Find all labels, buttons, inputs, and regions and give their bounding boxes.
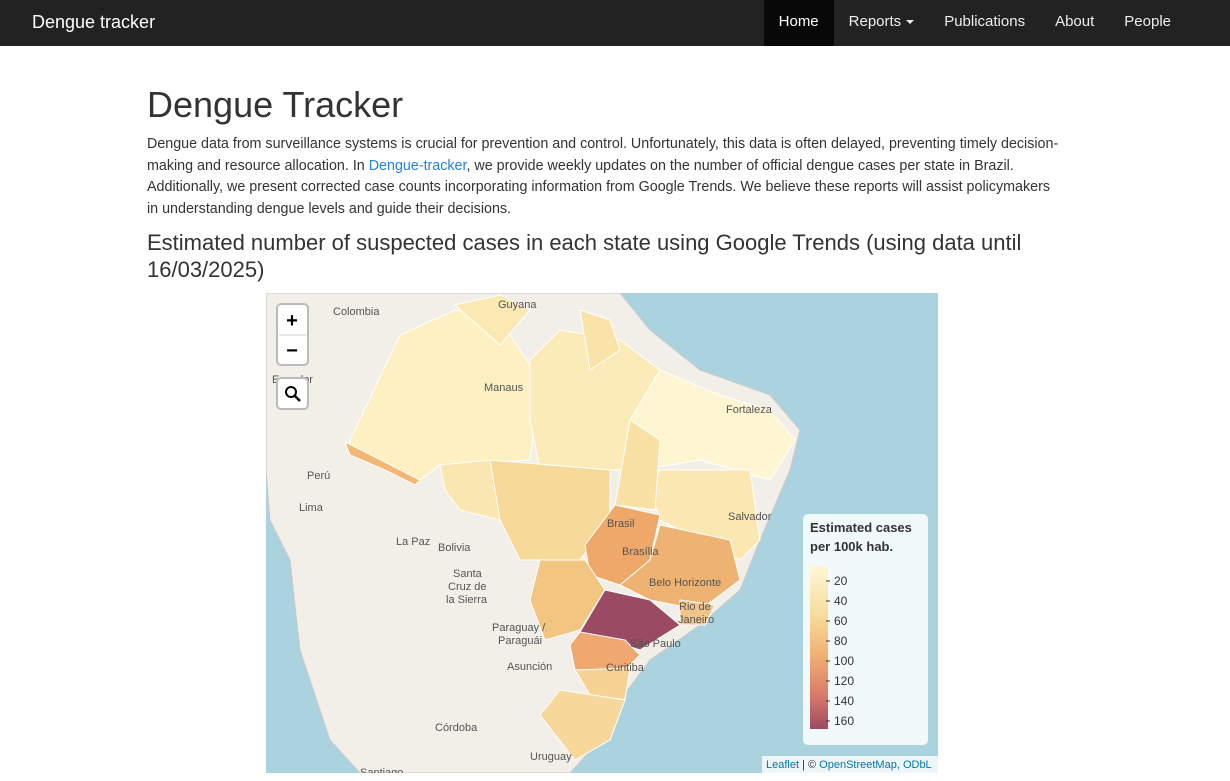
- search-button[interactable]: [276, 377, 309, 410]
- search-icon: [294, 395, 301, 402]
- legend-tick-label: 60: [834, 614, 848, 628]
- attribution-sep: | ©: [799, 759, 819, 771]
- place-labels: ColombiaGuyanaEcuadorManausFortalezaPerú…: [272, 299, 773, 773]
- legend-tick-label: 80: [834, 634, 848, 648]
- leaflet-link[interactable]: Leaflet: [766, 759, 799, 771]
- state: [453, 294, 531, 346]
- state: [619, 524, 741, 611]
- intro-link[interactable]: Dengue-tracker: [368, 157, 467, 174]
- legend-tick-label: 140: [834, 694, 854, 708]
- state: [529, 559, 606, 641]
- place-label: Santa: [453, 568, 483, 580]
- place-label: Asunción: [507, 661, 552, 673]
- nav-reports[interactable]: Reports: [834, 0, 930, 46]
- nav-home[interactable]: Home: [763, 0, 834, 46]
- intro-text: Dengue data from surveillance systems is…: [147, 136, 1059, 174]
- osm-link[interactable]: OpenStreetMap, ODbL: [819, 759, 932, 771]
- place-label: Salvador: [728, 511, 772, 523]
- place-label: Guyana: [498, 299, 537, 311]
- nav-items: Home Reports Publications About People: [763, 0, 1186, 46]
- place-label: Colombia: [333, 306, 380, 318]
- place-label: Janeiro: [678, 614, 714, 626]
- map-subtitle: Estimated number of suspected cases in e…: [147, 230, 1022, 282]
- legend-box: [803, 514, 928, 745]
- state: [679, 599, 716, 626]
- place-label: São Paulo: [630, 638, 681, 650]
- place-label: Fortaleza: [726, 404, 773, 416]
- state: [614, 419, 661, 511]
- nav-about[interactable]: About: [1055, 13, 1095, 30]
- place-label: Paraguay /: [492, 622, 546, 634]
- legend-title: per 100k hab.: [810, 539, 893, 554]
- place-label: Córdoba: [435, 722, 478, 734]
- place-label: Uruguay: [530, 751, 572, 763]
- legend-tick-label: 40: [834, 594, 848, 608]
- attribution-box: [762, 756, 938, 773]
- place-label: Rio de: [679, 601, 711, 613]
- attribution: Leaflet | © OpenStreetMap, ODbL: [762, 756, 938, 773]
- place-label: Brasil: [607, 518, 635, 530]
- attribution-text: Leaflet | © OpenStreetMap, ODbL: [766, 759, 932, 771]
- place-label: Bolivia: [438, 542, 471, 554]
- states: [344, 294, 796, 761]
- place-label: la Sierra: [446, 594, 488, 606]
- place-label: Santiago: [360, 767, 403, 773]
- nav-publications[interactable]: Publications: [944, 13, 1026, 30]
- zoom-out[interactable]: −: [286, 340, 298, 362]
- legend-tick-label: 120: [834, 674, 854, 688]
- legend: Estimated cases per 100k hab. 20 40 60 80 10…: [803, 514, 928, 745]
- state: [344, 440, 421, 486]
- legend-bar: [810, 566, 828, 729]
- zoom-control: + −: [276, 303, 309, 410]
- state: [579, 309, 621, 371]
- search-icon: [285, 386, 297, 398]
- page-title: Dengue Tracker: [147, 84, 404, 125]
- place-label: Curitiba: [606, 662, 645, 674]
- map[interactable]: ColombiaGuyanaEcuadorManausFortalezaPerú…: [266, 293, 938, 773]
- place-label: Perú: [307, 470, 330, 482]
- place-label: La Paz: [396, 536, 430, 548]
- place-label: Paraguái: [498, 635, 542, 647]
- place-label: Lima: [299, 502, 324, 514]
- place-label: Belo Horizonte: [649, 577, 721, 589]
- legend-title: Estimated cases: [810, 520, 912, 535]
- caret: [906, 20, 915, 25]
- place-label: Cruz de: [448, 581, 487, 593]
- brand[interactable]: Dengue tracker: [32, 12, 156, 32]
- navbar: Dengue tracker Home Reports Publications…: [0, 0, 1230, 46]
- legend-tick-label: 100: [834, 654, 854, 668]
- legend-tick-label: 20: [834, 574, 848, 588]
- place-label: Brasília: [622, 546, 660, 558]
- intro: Dengue data from surveillance systems is…: [147, 134, 1062, 220]
- state: [439, 459, 501, 521]
- nav-people[interactable]: People: [1124, 13, 1171, 30]
- intro-text: , we provide weekly updates on the numbe…: [147, 157, 1050, 217]
- zoom-in[interactable]: +: [286, 310, 298, 332]
- place-label: Manaus: [484, 382, 524, 394]
- legend-tick-label: 160: [834, 714, 854, 728]
- nav-reports-label: Reports: [848, 13, 902, 30]
- state: [539, 689, 626, 761]
